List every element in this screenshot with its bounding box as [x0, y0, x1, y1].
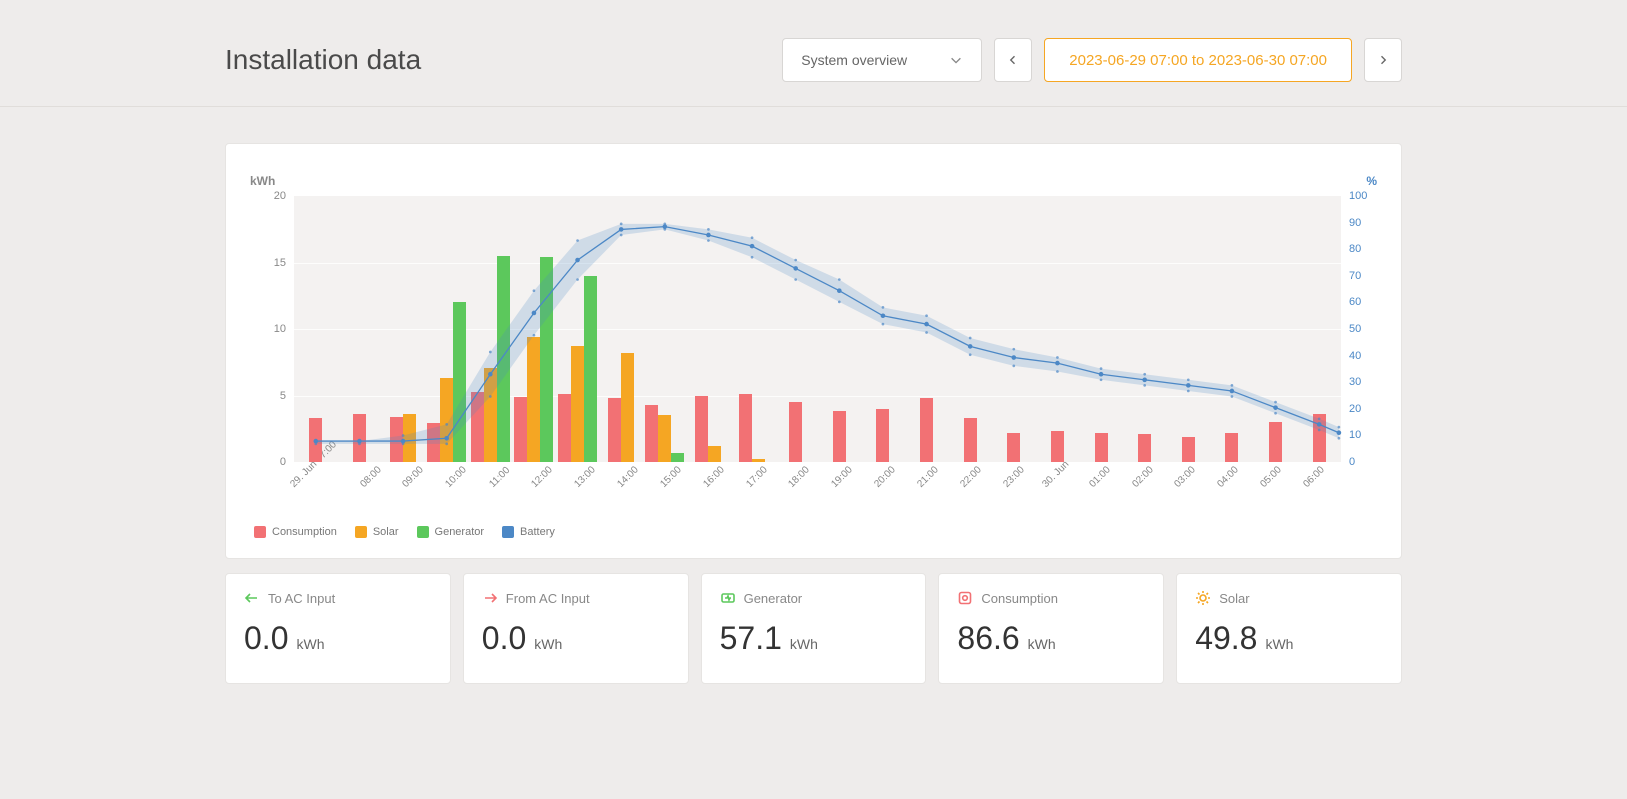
stats-row: To AC Input0.0kWhFrom AC Input0.0kWhGene…	[225, 573, 1402, 684]
chevron-right-icon	[1377, 54, 1389, 66]
legend-label: Solar	[373, 526, 399, 538]
y-left-tick: 15	[260, 257, 286, 269]
page-title: Installation data	[225, 44, 421, 76]
y-axis-right-label: %	[1366, 174, 1377, 188]
stat-card: Solar 49.8 kWh	[1176, 573, 1402, 684]
y-right-tick: 0	[1349, 456, 1375, 468]
legend-item-solar[interactable]: Solar	[355, 526, 399, 538]
y-right-tick: 30	[1349, 376, 1375, 388]
legend-item-generator[interactable]: Generator	[417, 526, 485, 538]
header-controls: System overview 2023-06-29 07:00 to 2023…	[782, 38, 1402, 82]
y-right-tick: 40	[1349, 350, 1375, 362]
chevron-left-icon	[1007, 54, 1019, 66]
y-right-tick: 50	[1349, 323, 1375, 335]
stat-label: Solar	[1219, 591, 1249, 606]
y-right-tick: 20	[1349, 403, 1375, 415]
stat-card: Generator 57.1 kWh	[701, 573, 927, 684]
legend-swatch	[254, 526, 266, 538]
stat-value: 0.0	[482, 620, 526, 657]
legend-swatch	[417, 526, 429, 538]
date-next-button[interactable]	[1364, 38, 1402, 82]
y-right-tick: 10	[1349, 429, 1375, 441]
header: Installation data System overview 2023-0…	[0, 0, 1627, 107]
stat-label: Consumption	[981, 591, 1058, 606]
stat-value: 86.6	[957, 620, 1019, 657]
stat-unit: kWh	[790, 636, 818, 652]
stat-card: From AC Input 0.0 kWh	[463, 573, 689, 684]
system-select-label: System overview	[801, 52, 907, 68]
battery-line-layer	[294, 196, 1341, 475]
date-prev-button[interactable]	[994, 38, 1032, 82]
date-range-picker[interactable]: 2023-06-29 07:00 to 2023-06-30 07:00	[1044, 38, 1352, 82]
legend-label: Generator	[435, 526, 485, 538]
legend-swatch	[355, 526, 367, 538]
consumption-icon	[957, 590, 973, 606]
y-left-tick: 10	[260, 323, 286, 335]
stat-unit: kWh	[1028, 636, 1056, 652]
stat-unit: kWh	[1265, 636, 1293, 652]
sun-icon	[1195, 590, 1211, 606]
x-axis-ticks: 29. Jun 07:0008:0009:0010:0011:0012:0013…	[294, 468, 1341, 516]
arrow-left-icon	[244, 590, 260, 606]
stat-unit: kWh	[296, 636, 324, 652]
stat-card: Consumption 86.6 kWh	[938, 573, 1164, 684]
y-right-tick: 70	[1349, 270, 1375, 282]
y-right-tick: 60	[1349, 296, 1375, 308]
y-right-tick: 80	[1349, 243, 1375, 255]
y-left-tick: 0	[260, 456, 286, 468]
legend-item-consumption[interactable]: Consumption	[254, 526, 337, 538]
stat-label: From AC Input	[506, 591, 590, 606]
y-left-tick: 20	[260, 190, 286, 202]
y-axis-left-label: kWh	[250, 174, 275, 188]
stat-value: 57.1	[720, 620, 782, 657]
chart-legend: Consumption Solar Generator Battery	[250, 526, 1377, 538]
legend-label: Consumption	[272, 526, 337, 538]
arrow-right-icon	[482, 590, 498, 606]
y-right-tick: 90	[1349, 217, 1375, 229]
system-select[interactable]: System overview	[782, 38, 982, 82]
y-right-tick: 100	[1349, 190, 1375, 202]
legend-swatch	[502, 526, 514, 538]
chart-card: kWh % 051015200102030405060708090100 29.…	[225, 143, 1402, 559]
stat-unit: kWh	[534, 636, 562, 652]
y-left-tick: 5	[260, 390, 286, 402]
chart-plot: 051015200102030405060708090100	[294, 196, 1341, 462]
stat-label: Generator	[744, 591, 803, 606]
stat-card: To AC Input 0.0 kWh	[225, 573, 451, 684]
stat-value: 49.8	[1195, 620, 1257, 657]
legend-label: Battery	[520, 526, 555, 538]
generator-icon	[720, 590, 736, 606]
stat-label: To AC Input	[268, 591, 335, 606]
legend-item-battery[interactable]: Battery	[502, 526, 555, 538]
stat-value: 0.0	[244, 620, 288, 657]
chevron-down-icon	[949, 53, 963, 67]
